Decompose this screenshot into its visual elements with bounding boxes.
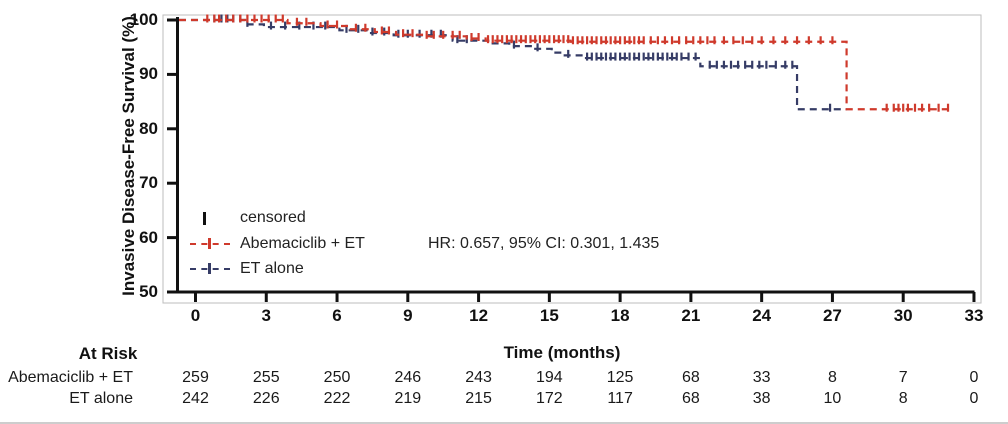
at-risk-count: 125: [606, 369, 634, 386]
y-tick-label: 80: [139, 118, 158, 138]
y-axis-label: Invasive Disease-Free Survival (%): [119, 16, 138, 296]
at-risk-count: 250: [323, 369, 351, 386]
x-axis-label: Time (months): [503, 343, 621, 362]
at-risk-count: 172: [535, 390, 563, 407]
at-risk-row-label-et-alone: ET alone: [69, 390, 133, 407]
at-risk-count: 194: [535, 369, 563, 386]
at-risk-count: 226: [252, 390, 280, 407]
at-risk-count: 219: [394, 390, 422, 407]
legend-label-abemaciclib: Abemaciclib + ET: [240, 235, 365, 252]
x-tick-label: 33: [964, 306, 984, 325]
survival-curve-et-alone: [178, 18, 847, 111]
plot-border: [162, 14, 982, 304]
at-risk-count: 259: [182, 369, 209, 386]
window-bottom-edge: [0, 422, 1008, 424]
y-tick-label: 70: [139, 173, 158, 193]
x-tick-label: 9: [403, 306, 413, 325]
at-risk-count: 8: [898, 390, 908, 407]
hazard-ratio-annotation: HR: 0.657, 95% CI: 0.301, 1.435: [428, 235, 660, 252]
at-risk-count: 8: [827, 369, 837, 386]
at-risk-count: 0: [969, 390, 979, 407]
at-risk-count: 7: [898, 369, 908, 386]
at-risk-count: 246: [394, 369, 422, 386]
legend-label-et-alone: ET alone: [240, 260, 304, 277]
at-risk-count: 242: [182, 390, 209, 407]
x-tick-label: 3: [261, 306, 271, 325]
survival-curve-abemaciclib: [178, 18, 953, 111]
navy-dashed-line-icon: [190, 261, 230, 277]
y-tick-label: 90: [139, 64, 158, 84]
x-tick-label: 27: [822, 306, 842, 325]
at-risk-row-label-abemaciclib: Abemaciclib + ET: [8, 369, 133, 386]
x-tick-label: 18: [610, 306, 630, 325]
y-tick-label: 100: [129, 10, 158, 29]
censored-tick-icon: [190, 210, 230, 226]
at-risk-count: 243: [465, 369, 492, 386]
legend-item-censored: censored: [190, 208, 306, 228]
legend-item-et-alone: ET alone: [190, 259, 304, 279]
at-risk-count: 222: [323, 390, 351, 407]
y-tick-label: 50: [139, 282, 158, 301]
x-tick-label: 15: [539, 306, 559, 325]
at-risk-count: 117: [607, 390, 633, 407]
y-tick-label: 60: [139, 227, 158, 247]
at-risk-count: 38: [752, 390, 771, 407]
legend-item-abemaciclib: Abemaciclib + ET: [190, 234, 365, 254]
x-tick-label: 24: [752, 306, 772, 325]
at-risk-count: 215: [465, 390, 492, 407]
at-risk-count: 0: [969, 369, 979, 386]
x-tick-label: 21: [681, 306, 701, 325]
at-risk-count: 255: [252, 369, 280, 386]
x-tick-label: 0: [190, 306, 201, 325]
red-dashed-line-icon: [190, 236, 230, 252]
x-tick-label: 6: [332, 306, 342, 325]
at-risk-count: 10: [823, 390, 842, 407]
at-risk-header: At Risk: [78, 344, 138, 363]
at-risk-count: 68: [681, 390, 700, 407]
x-tick-label: 12: [469, 306, 489, 325]
at-risk-count: 33: [752, 369, 771, 386]
at-risk-count: 68: [681, 369, 700, 386]
legend-label-censored: censored: [240, 209, 306, 226]
x-tick-label: 30: [893, 306, 913, 325]
